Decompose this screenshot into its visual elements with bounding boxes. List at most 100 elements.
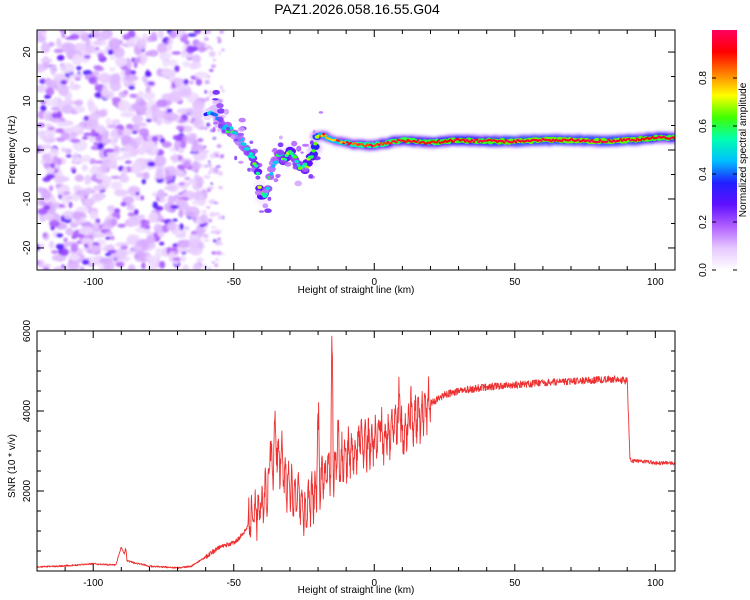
ridge-scatter: [312, 129, 316, 135]
noise-blob: [192, 139, 199, 147]
noise-blob: [111, 212, 120, 218]
ridge-mark: [576, 138, 580, 141]
noise-blob: [84, 124, 93, 130]
noise-blob: [51, 250, 59, 254]
ridge-scatter: [258, 210, 265, 213]
noise-blob: [113, 47, 125, 58]
noise-blob: [213, 151, 220, 155]
noise-blob: [68, 254, 81, 261]
noise-blob: [214, 212, 220, 216]
noise-blob: [51, 254, 67, 262]
noise-blob: [126, 37, 136, 48]
noise-blob: [206, 206, 211, 209]
noise-blob: [37, 260, 41, 266]
ridge-scatter: [294, 180, 303, 187]
noise-blob: [126, 203, 136, 212]
ridge-mark: [270, 164, 276, 168]
ridge-scatter: [230, 135, 236, 139]
noise-blob: [131, 246, 143, 251]
noise-blob: [172, 257, 183, 262]
noise-blob: [43, 213, 55, 220]
ridge-mark: [294, 159, 299, 164]
noise-blob: [157, 30, 164, 39]
noise-blob: [120, 245, 128, 250]
noise-blob: [47, 167, 56, 174]
ridge-mark: [463, 140, 467, 143]
ridge-scatter: [234, 138, 239, 142]
noise-blob: [119, 99, 126, 112]
ridge-scatter: [301, 167, 309, 172]
noise-blob: [156, 42, 168, 54]
ridge-mark: [469, 140, 472, 143]
noise-blob: [90, 210, 99, 221]
ridge-scatter: [238, 160, 244, 164]
noise-blob: [60, 130, 70, 140]
colorbar-tick-label: 0.6: [698, 119, 709, 133]
noise-blob: [99, 138, 114, 144]
noise-blob: [166, 43, 173, 52]
noise-blob: [93, 141, 98, 146]
noise-blob: [137, 100, 147, 106]
noise-blob: [141, 75, 148, 83]
noise-blob: [88, 34, 92, 39]
noise-blob: [130, 162, 142, 175]
ridge-mark: [416, 139, 420, 142]
noise-blob: [123, 144, 134, 152]
ridge-mark: [302, 162, 308, 166]
noise-blob: [133, 209, 139, 216]
noise-blob: [69, 79, 75, 91]
noise-blob: [147, 161, 156, 167]
noise-blob: [92, 40, 107, 46]
noise-blob: [151, 136, 159, 142]
ridge-mark: [264, 192, 269, 196]
noise-blob: [94, 92, 103, 99]
noise-blob: [191, 200, 206, 206]
noise-blob: [217, 38, 222, 44]
noise-blob: [202, 166, 206, 169]
snr-series-line: [37, 335, 675, 569]
noise-blob: [56, 54, 65, 61]
ridge-scatter: [217, 116, 224, 123]
colorbar-tick-label: 0.2: [698, 215, 709, 229]
ridge-mark: [639, 138, 643, 142]
ridge-mark: [617, 139, 621, 142]
ridge-mark: [619, 138, 622, 141]
noise-blob: [204, 90, 208, 94]
noise-blob: [122, 152, 133, 159]
noise-blob: [154, 155, 167, 167]
ridge-scatter: [318, 111, 324, 114]
noise-blob: [52, 155, 59, 165]
noise-blob: [124, 74, 139, 82]
ridge-mark: [320, 134, 324, 137]
noise-blob: [153, 223, 163, 233]
snr-line-layer: [37, 335, 675, 569]
noise-blob: [144, 71, 152, 78]
x-tick-label: 100: [647, 277, 664, 288]
noise-blob: [78, 30, 87, 35]
noise-blob: [192, 117, 205, 129]
noise-blob: [90, 129, 96, 138]
x-tick-label: -100: [83, 578, 103, 589]
noise-blob: [89, 255, 95, 265]
noise-blob: [45, 139, 53, 144]
noise-blob: [175, 125, 185, 131]
noise-blob: [168, 91, 182, 103]
noise-blob: [176, 199, 188, 212]
noise-blob: [58, 204, 65, 208]
noise-blob: [185, 206, 200, 218]
ridge-mark: [539, 139, 543, 142]
noise-blob: [38, 243, 45, 249]
noise-blob: [183, 160, 191, 169]
noise-blob: [195, 176, 204, 187]
noise-blob: [62, 127, 73, 133]
noise-blob: [60, 215, 65, 223]
noise-blob: [60, 147, 67, 152]
noise-blob: [204, 79, 210, 85]
noise-blob: [192, 160, 200, 172]
ridge-mark: [361, 143, 364, 146]
noise-blob: [122, 33, 131, 41]
noise-blob: [107, 49, 114, 55]
colorbar-tick-label: 0.4: [698, 167, 709, 181]
noise-blob: [220, 154, 224, 159]
